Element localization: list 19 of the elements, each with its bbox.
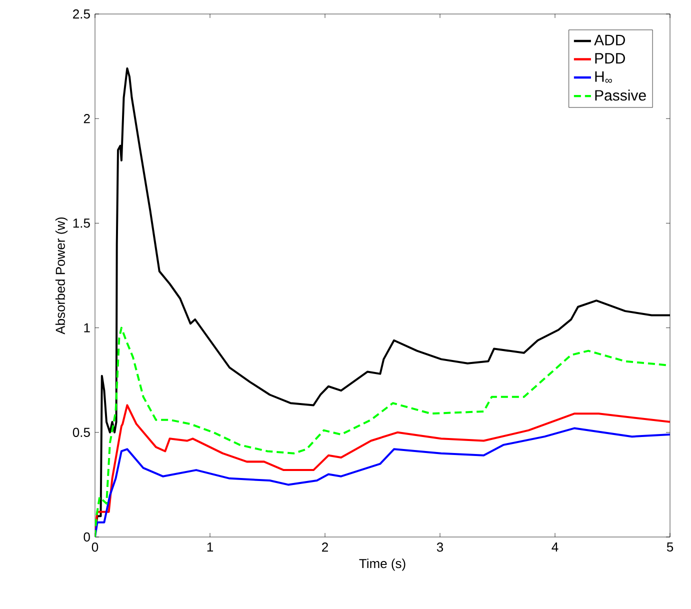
y-axis-title: Absorbed Power (w) <box>55 217 68 334</box>
legend-label: ADD <box>594 34 625 46</box>
y-tick-label: 0.5 <box>72 428 90 437</box>
y-tick-label: 1.5 <box>73 218 90 228</box>
x-tick-label: 4 <box>552 542 558 552</box>
y-tick-label: 0 <box>84 532 90 542</box>
x-tick-label: 5 <box>666 542 674 552</box>
x-tick-label: 2 <box>322 542 328 552</box>
legend-label: H$_{∞}$ <box>595 71 612 83</box>
y-tick-label: 2 <box>84 114 90 124</box>
x-tick-label: 0 <box>92 542 98 552</box>
y-tick-label: 2.5 <box>73 9 90 19</box>
x-tick-label: 1 <box>207 542 213 552</box>
legend-label: Passive <box>595 90 646 101</box>
x-axis-title: Time (s) <box>359 558 406 571</box>
x-tick-label: 3 <box>436 542 444 552</box>
line-series <box>95 427 670 537</box>
legend-label: PDD <box>595 53 625 64</box>
y-tick-label: 1 <box>84 323 90 332</box>
